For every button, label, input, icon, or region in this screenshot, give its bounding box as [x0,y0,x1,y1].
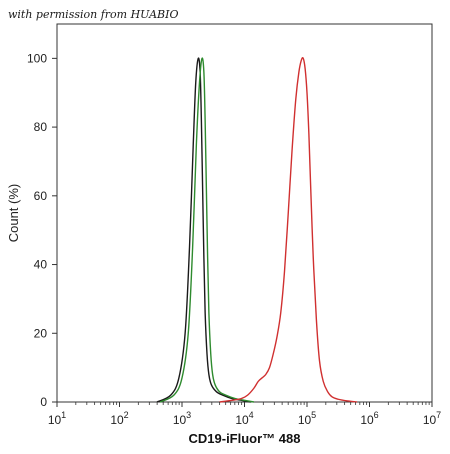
plot-frame [56,23,433,403]
x-tick-base: 10 [298,413,312,427]
x-tick-exponent: 5 [311,410,316,420]
series-line-1 [156,57,251,403]
x-tick-base: 10 [235,413,249,427]
x-tick-base: 10 [423,413,437,427]
x-tick-base: 10 [48,413,62,427]
x-tick-base: 10 [110,413,124,427]
x-tick-base: 10 [360,413,374,427]
y-tick-label: 80 [34,120,48,134]
x-tick-label: 103 [173,410,191,427]
x-axis-label: CD19-iFluor™ 488 [189,431,301,446]
x-tick-base: 10 [173,413,187,427]
x-tick-exponent: 3 [186,410,191,420]
x-tick-label: 107 [423,410,441,427]
y-tick-label: 100 [27,51,47,65]
series-lines [156,56,358,403]
y-tick-label: 0 [40,395,47,409]
watermark-text: with permission from HUABIO [8,8,179,21]
series-line-3 [219,56,358,403]
x-tick-label: 101 [48,410,66,427]
x-tick-exponent: 2 [124,410,129,420]
y-axis-label: Count (%) [6,184,21,243]
x-tick-exponent: 1 [61,410,66,420]
plot-area [56,23,433,403]
x-tick-label: 104 [235,410,253,427]
x-tick-label: 102 [110,410,128,427]
x-tick-exponent: 7 [436,410,441,420]
x-tick-label: 106 [360,410,378,427]
y-tick-label: 40 [34,258,48,272]
x-tick-exponent: 4 [249,410,254,420]
x-tick-exponent: 6 [374,410,379,420]
y-tick-label: 20 [34,326,48,340]
series-line-2 [159,57,255,403]
y-tick-label: 60 [34,189,48,203]
x-tick-label: 105 [298,410,316,427]
